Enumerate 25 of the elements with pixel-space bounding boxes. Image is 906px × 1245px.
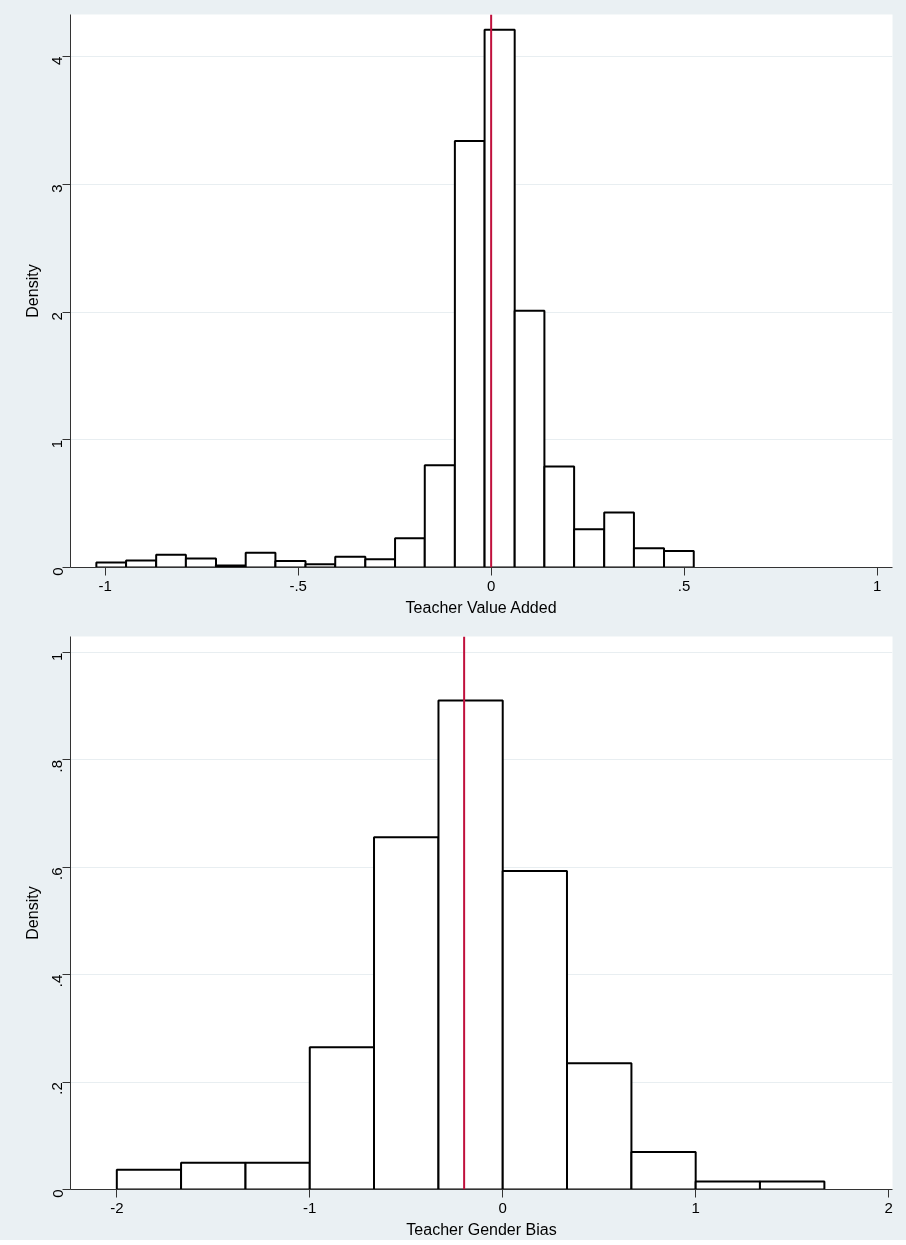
- y-axis-title: Density: [23, 264, 41, 318]
- x-tick-label: 1: [872, 576, 882, 594]
- x-tick-label: 2: [884, 1198, 893, 1216]
- x-tick-label: 1: [691, 1198, 700, 1216]
- x-tick-label: 0: [486, 576, 496, 594]
- y-tick-label: .8: [48, 759, 66, 773]
- y-tick-label: 1: [48, 439, 66, 449]
- y-tick-label: 0: [48, 567, 66, 576]
- y-tick-label: 3: [48, 184, 66, 193]
- x-tick-label: 0: [498, 1198, 507, 1216]
- y-axis-title: Density: [23, 886, 41, 940]
- y-tick-label: .6: [48, 867, 66, 880]
- y-tick-label: .4: [48, 974, 66, 988]
- x-axis-title: Teacher Value Added: [405, 598, 557, 616]
- x-tick-label: -1: [303, 1198, 317, 1216]
- y-tick-label: 1: [48, 652, 66, 661]
- y-tick-label: .2: [48, 1082, 66, 1095]
- y-tick-label: 2: [48, 312, 66, 321]
- x-tick-label: -1: [98, 576, 112, 594]
- x-tick-label: -.5: [289, 576, 307, 594]
- y-tick-label: 4: [48, 56, 66, 65]
- y-tick-label: 0: [48, 1189, 66, 1198]
- x-tick-label: .5: [677, 576, 691, 594]
- x-tick-label: -2: [110, 1198, 124, 1216]
- x-axis-title: Teacher Gender Bias: [406, 1220, 557, 1238]
